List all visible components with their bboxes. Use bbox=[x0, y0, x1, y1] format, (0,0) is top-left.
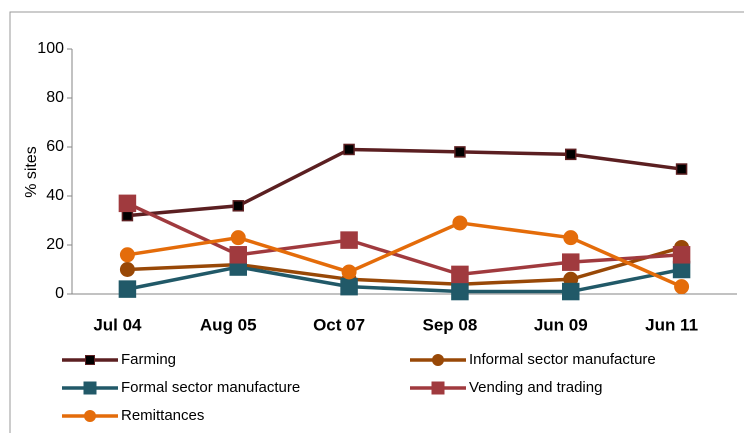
legend-marker bbox=[85, 355, 95, 365]
point bbox=[232, 200, 244, 212]
point bbox=[563, 230, 579, 246]
legend-label: Remittances bbox=[121, 407, 204, 424]
point bbox=[118, 280, 137, 298]
legend-marker bbox=[84, 410, 96, 422]
point bbox=[118, 194, 137, 213]
x-tick-label: Jun 11 bbox=[645, 315, 698, 334]
legend-marker bbox=[431, 381, 445, 395]
point bbox=[119, 247, 135, 263]
point bbox=[340, 277, 358, 296]
point bbox=[451, 265, 469, 284]
point bbox=[454, 146, 466, 158]
point bbox=[562, 282, 580, 301]
legend-marker bbox=[432, 354, 444, 366]
series-line bbox=[127, 265, 682, 294]
x-tick-label: Sep 08 bbox=[423, 315, 478, 334]
legend-label: Formal sector manufacture bbox=[121, 379, 300, 396]
legend-label: Vending and trading bbox=[469, 379, 602, 396]
point bbox=[451, 282, 469, 301]
point bbox=[674, 279, 690, 295]
point bbox=[565, 148, 577, 161]
legend-label: Informal sector manufacture bbox=[469, 351, 656, 368]
point bbox=[672, 246, 691, 264]
legend-label: Farming bbox=[121, 351, 176, 368]
x-tick-label: Aug 05 bbox=[200, 315, 257, 334]
point bbox=[452, 215, 468, 231]
x-tick-label: Jul 04 bbox=[93, 315, 142, 334]
point bbox=[672, 260, 691, 279]
point bbox=[340, 231, 358, 249]
chart-frame bbox=[9, 11, 744, 433]
series-line bbox=[127, 221, 683, 289]
legend-marker bbox=[83, 381, 97, 395]
point bbox=[341, 264, 357, 280]
point bbox=[562, 253, 580, 271]
y-tick-label: 0 bbox=[55, 285, 64, 302]
series-line bbox=[126, 201, 682, 277]
y-tick-label: 80 bbox=[46, 89, 64, 106]
y-tick-label: 40 bbox=[46, 187, 64, 204]
x-tick-label: Oct 07 bbox=[313, 315, 365, 334]
x-tick-label: Jun 09 bbox=[534, 315, 588, 334]
point bbox=[119, 262, 135, 277]
series-line bbox=[127, 147, 682, 218]
y-tick-label: 100 bbox=[37, 40, 64, 57]
series-line bbox=[127, 245, 683, 286]
point bbox=[229, 246, 247, 264]
point bbox=[230, 230, 246, 246]
y-axis-label: % sites bbox=[23, 146, 40, 198]
y-tick-label: 60 bbox=[46, 138, 64, 155]
point bbox=[343, 143, 355, 156]
point bbox=[675, 163, 688, 175]
y-tick-label: 20 bbox=[46, 236, 64, 253]
